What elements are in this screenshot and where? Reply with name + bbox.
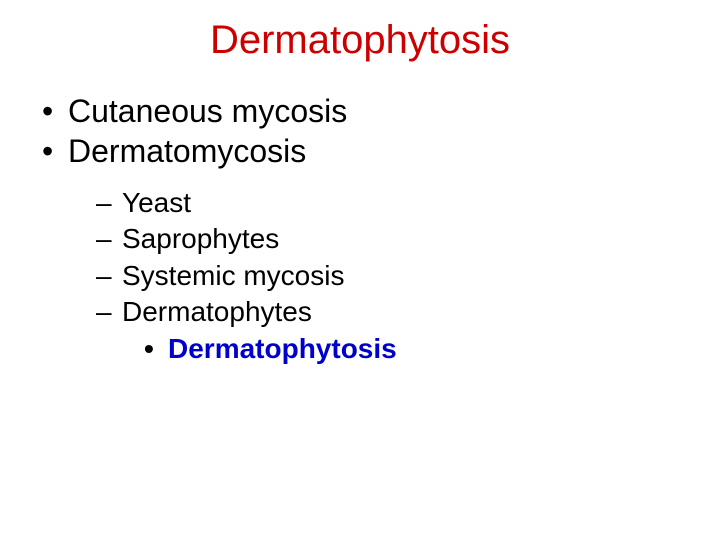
bullet-text: Dermatophytes bbox=[122, 296, 312, 327]
bullet-level2: Yeast bbox=[40, 185, 680, 221]
bullet-text: Cutaneous mycosis bbox=[68, 93, 347, 129]
bullet-level1: Dermatomycosis bbox=[40, 131, 680, 171]
bullet-level3: Dermatophytosis bbox=[40, 331, 680, 367]
bullet-text: Systemic mycosis bbox=[122, 260, 344, 291]
bullet-text: Dermatophytosis bbox=[168, 333, 397, 364]
bullet-text: Saprophytes bbox=[122, 223, 279, 254]
bullet-level1: Cutaneous mycosis bbox=[40, 91, 680, 131]
bullet-text: Dermatomycosis bbox=[68, 133, 306, 169]
bullet-level2: Systemic mycosis bbox=[40, 258, 680, 294]
bullet-level2: Saprophytes bbox=[40, 221, 680, 257]
slide-title: Dermatophytosis bbox=[40, 18, 680, 63]
bullet-text: Yeast bbox=[122, 187, 191, 218]
bullet-level2: Dermatophytes bbox=[40, 294, 680, 330]
slide: Dermatophytosis Cutaneous mycosis Dermat… bbox=[0, 0, 720, 540]
